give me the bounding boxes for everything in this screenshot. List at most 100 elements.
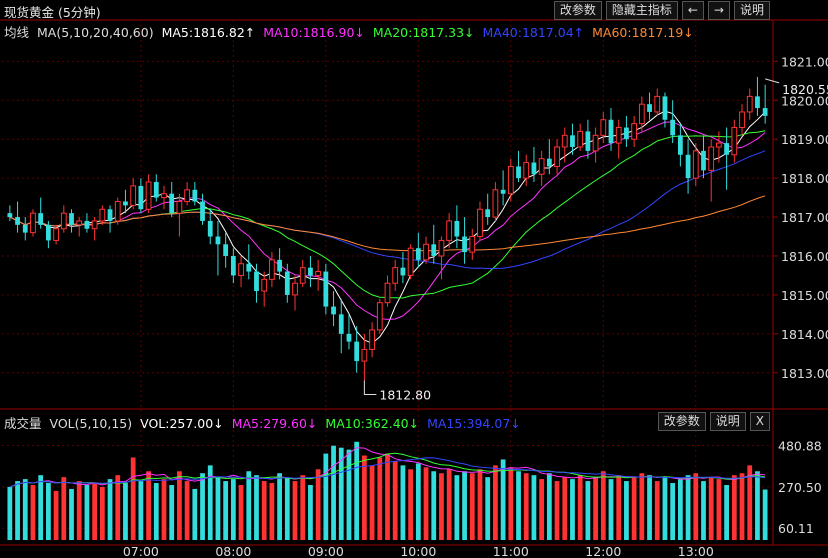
volume-explain-button[interactable]: 说明 [709,412,746,431]
candle-body [685,154,691,179]
price-tick-label: 1818.00 [781,171,828,186]
volume-bar [546,473,552,540]
vol-ma15-line [9,457,766,488]
volume-bar [308,485,313,540]
volume-bar [184,481,190,540]
volume-bar [361,455,367,540]
volume-bar [608,479,614,540]
volume-bar [22,479,28,540]
volume-bar [138,481,144,540]
time-tick-label: 09:00 [308,544,344,558]
candle-body [338,314,344,334]
scroll-left-button[interactable]: ← [681,1,704,20]
volume-bar [677,479,683,540]
volume-bar [739,473,745,540]
candle-body [91,220,98,230]
volume-bar [277,473,282,540]
candle-body [169,193,175,214]
candle-body [692,150,699,179]
candle-body [200,201,205,221]
candle-body [724,143,730,155]
price-legend-label: 均线 [4,25,30,40]
candle-body [647,104,652,112]
volume-legend-item-1: MA5:279.60↓ [231,416,318,431]
volume-close-button[interactable]: X [749,412,770,431]
candle-body [431,244,437,256]
candle-body [570,135,575,147]
volume-bar [493,465,498,540]
candle-body [523,162,530,179]
candle-body [615,127,622,144]
volume-bar [647,475,652,540]
candle-body [492,189,499,218]
volume-tick-label: 270.50 [778,480,822,495]
ma10-line [9,121,766,320]
candle-body [192,189,198,202]
candle-body [223,244,229,256]
candle-body [531,162,537,175]
volume-legend-spec: VOL(5,10,15) [49,416,133,431]
volume-bar [500,459,506,540]
volume-bar [462,471,467,540]
candle-body [69,213,74,225]
candle-body [677,135,683,155]
volume-bar [570,479,575,540]
volume-bar [762,489,768,540]
candle-body [84,220,90,229]
candle-body [176,200,183,214]
volume-bar [92,483,98,540]
volume-bar [207,465,213,540]
chart-title: 现货黄金 (5分钟) [4,5,101,20]
candle-body [123,201,128,206]
volume-bar [747,465,753,540]
candle-body [415,248,421,260]
edit-params-button[interactable]: 改参数 [553,1,602,20]
candle-body [315,271,322,276]
volume-bar [146,471,151,540]
candle-body [277,259,282,272]
volume-bar [346,449,352,540]
volume-bar [338,447,344,540]
price-tick-label: 1820.00 [781,93,828,108]
candle-body [7,213,13,218]
candle-body [269,259,275,280]
volume-bar [731,475,737,540]
price-legend-spec: MA(5,10,20,40,60) [37,25,154,40]
volume-bar [600,471,606,540]
high-annotation: 1820.55 [782,82,828,97]
volume-edit-params-button[interactable]: 改参数 [657,412,706,431]
ma40-line [9,150,766,269]
candle-body [407,247,414,276]
volume-legend-item-0: VOL:257.00↓ [140,416,224,431]
candle-body [500,189,506,194]
price-tick-label: 1819.00 [781,132,828,147]
explain-button[interactable]: 说明 [733,1,770,20]
candle-body [608,119,614,144]
volume-legend-item-3: MA15:394.07↓ [427,416,521,431]
price-legend-item-3: MA40:1817.04↑ [482,25,585,40]
scroll-right-button[interactable]: → [707,1,730,20]
hide-main-indicator-button[interactable]: 隐藏主指标 [605,1,678,20]
volume-bar [284,477,290,540]
ma20-line [9,130,766,299]
volume-bar [107,479,113,540]
candle-body [254,271,259,292]
candle-body [701,150,706,171]
volume-bar [115,475,121,540]
candle-body [462,236,467,253]
candle-body [400,267,406,276]
price-legend-item-0: MA5:1816.82↑ [161,25,256,40]
volume-bar [755,471,760,540]
volume-bar [446,469,452,540]
volume-legend-item-2: MA10:362.40↓ [325,416,420,431]
candle-body [585,131,591,151]
time-tick-label: 10:00 [400,544,436,558]
volume-bar [230,479,236,540]
volume-bar [161,479,167,540]
volume-legend: 成交量 VOL(5,10,15) VOL:257.00↓ MA5:279.60↓ MA1… [4,413,537,432]
volume-bar [616,475,622,540]
volume-bar [315,469,321,540]
volume-bar [508,467,514,540]
candle-body [323,271,329,307]
